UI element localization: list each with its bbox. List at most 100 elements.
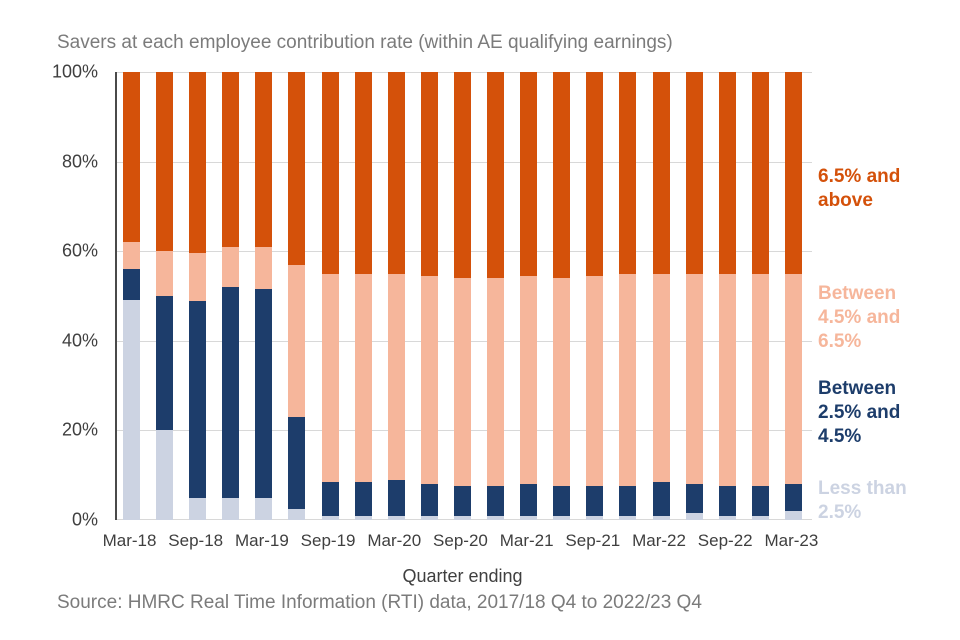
bar-segment [520, 275, 538, 485]
bar-segment [189, 253, 207, 301]
bar-segment [453, 72, 471, 279]
bar-segment [487, 515, 505, 520]
bar-segment [652, 273, 670, 482]
y-tick-20: 20% [61, 419, 98, 440]
bar-segment [222, 72, 240, 247]
bar-mar-18 [123, 72, 140, 520]
legend-between-4-5-and-6-5: Between 4.5% and 6.5% [818, 283, 901, 352]
bar-segment [123, 269, 140, 301]
bar-segment [387, 515, 405, 520]
bar-segment [652, 481, 670, 516]
y-tick-40: 40% [61, 330, 98, 351]
x-tick: Sep-22 [698, 531, 753, 551]
bar-segment [123, 72, 140, 243]
y-tick-80: 80% [61, 151, 98, 172]
bar-segment [453, 486, 471, 516]
plot-area [115, 72, 812, 520]
y-axis: 100% 80% 60% 40% 20% 0% [0, 62, 106, 530]
bar-sep-20 [453, 72, 471, 520]
bar-segment [321, 515, 339, 520]
bar-segment [453, 278, 471, 487]
bar-sep-19 [321, 72, 339, 520]
bar-segment [487, 486, 505, 516]
bar-segment [387, 479, 405, 516]
x-tick: Mar-19 [235, 531, 289, 551]
bar-jun-20 [420, 72, 438, 520]
bar-mar-20 [387, 72, 405, 520]
x-tick: Mar-22 [632, 531, 686, 551]
x-tick-label: Sep-21 [565, 531, 621, 550]
bar-segment [586, 515, 604, 520]
bar-segment [751, 486, 769, 516]
bar-segment [354, 481, 372, 516]
x-tick: Sep-20 [433, 531, 488, 551]
bar-segment [751, 72, 769, 274]
bar-segment [189, 497, 207, 520]
legend-less-than-2-5: Less than 2.5% [818, 478, 907, 523]
x-tick-label: Sep-19 [300, 531, 356, 550]
bar-segment [222, 287, 240, 498]
bar-segment [685, 273, 703, 485]
bar-segment [751, 515, 769, 520]
bar-segment [784, 72, 802, 274]
bar-sep-18 [189, 72, 207, 520]
bar-segment [652, 515, 670, 520]
bar-segment [619, 72, 637, 274]
bar-segment [685, 484, 703, 514]
bar-segment [553, 515, 571, 520]
bar-segment [487, 278, 505, 487]
bar-segment [156, 72, 174, 252]
bar-segment [354, 515, 372, 520]
x-tick: Mar-18 [103, 531, 157, 551]
bar-segment [420, 484, 438, 516]
x-tick: Mar-21 [500, 531, 554, 551]
x-tick: Sep-21 [565, 531, 620, 551]
bar-segment [652, 72, 670, 274]
bars [117, 72, 812, 520]
bar-segment [387, 72, 405, 274]
bar-dec-20 [487, 72, 505, 520]
y-tick-60: 60% [61, 240, 98, 261]
bar-jun-19 [288, 72, 306, 520]
bar-mar-23 [784, 72, 802, 520]
bar-jun-21 [553, 72, 571, 520]
bar-segment [255, 497, 273, 520]
bar-mar-22 [652, 72, 670, 520]
bar-segment [520, 72, 538, 276]
bar-segment [619, 273, 637, 487]
bar-mar-21 [520, 72, 538, 520]
bar-dec-21 [619, 72, 637, 520]
bar-jun-22 [685, 72, 703, 520]
bar-dec-19 [354, 72, 372, 520]
bar-segment [685, 72, 703, 274]
bar-segment [156, 430, 174, 520]
bar-segment [123, 242, 140, 270]
bar-segment [586, 72, 604, 276]
x-tick-label: Sep-18 [168, 531, 224, 550]
bar-segment [420, 72, 438, 276]
x-axis: Mar-18 Sep-18 Mar-19 Sep-19 Mar-20 Sep-20 Mar-… [103, 531, 819, 551]
bar-segment [751, 273, 769, 487]
bar-segment [288, 264, 306, 417]
x-tick-label: Sep-20 [433, 531, 488, 550]
bar-segment [321, 481, 339, 516]
bar-segment [321, 72, 339, 274]
x-tick-label: Mar-21 [499, 531, 554, 550]
x-tick: Sep-18 [168, 531, 223, 551]
x-tick: Mar-20 [367, 531, 421, 551]
source-note: Source: HMRC Real Time Information (RTI)… [57, 592, 702, 613]
bar-segment [718, 273, 736, 487]
bar-segment [156, 251, 174, 297]
x-tick: Mar-23 [764, 531, 818, 551]
bar-segment [784, 273, 802, 485]
bar-segment [520, 484, 538, 516]
bar-segment [255, 289, 273, 498]
bar-dec-18 [222, 72, 240, 520]
x-tick-label: Sep-22 [697, 531, 753, 550]
y-tick-0: 0% [71, 509, 98, 530]
bar-segment [784, 511, 802, 520]
bar-segment [387, 273, 405, 480]
bar-segment [553, 486, 571, 516]
bar-segment [222, 246, 240, 288]
x-tick-label: Mar-22 [632, 531, 686, 550]
